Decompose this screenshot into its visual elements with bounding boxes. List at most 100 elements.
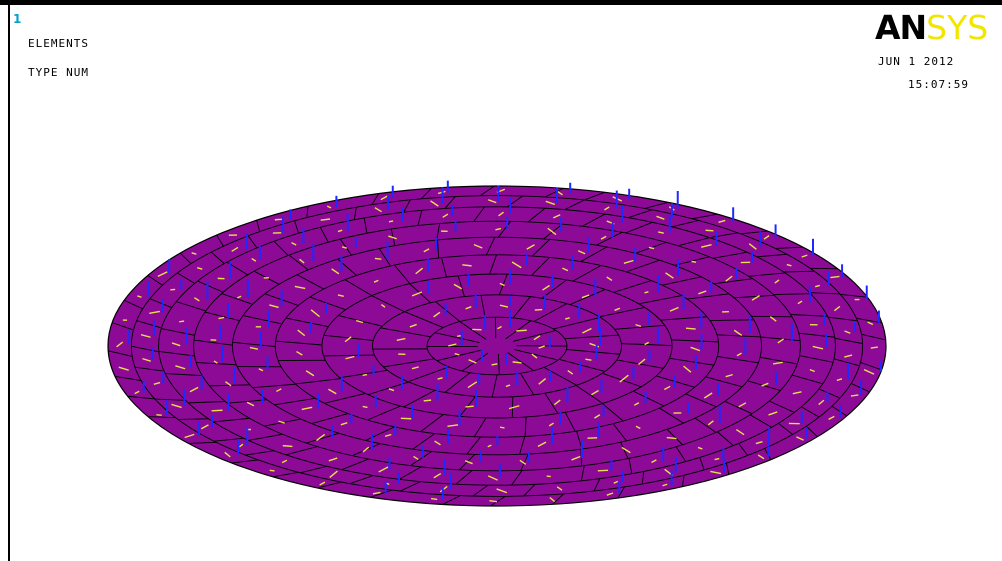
mesh-edge — [616, 359, 664, 369]
element-number-mark — [473, 243, 483, 249]
element-number-mark — [665, 272, 674, 279]
element-number-mark — [710, 470, 722, 475]
element-number-mark — [409, 323, 417, 328]
mesh-edge — [773, 293, 811, 295]
element-number-mark — [666, 436, 677, 440]
element-number-mark — [635, 323, 642, 328]
mesh-edge — [272, 471, 299, 478]
element-number-mark — [537, 441, 547, 447]
mesh-edge — [709, 232, 738, 239]
mesh-edge — [339, 238, 352, 256]
mesh-edge — [288, 254, 309, 271]
element-number-mark — [526, 244, 535, 250]
element-number-mark — [733, 329, 743, 337]
element-number-mark — [512, 361, 522, 364]
mesh-edge — [457, 275, 465, 297]
element-number-mark — [757, 454, 765, 460]
mesh-edge — [593, 478, 601, 492]
date-stamp: JUN 1 2012 — [878, 55, 955, 68]
mesh-edge — [740, 230, 768, 235]
element-number-mark — [571, 455, 581, 461]
element-number-mark — [796, 436, 804, 441]
mesh-edge — [306, 432, 340, 444]
element-number-mark — [140, 334, 151, 338]
element-number-mark — [196, 266, 203, 270]
mesh-edge — [671, 220, 699, 228]
element-number-mark — [769, 316, 777, 322]
element-number-mark — [310, 309, 320, 318]
mesh-edge — [210, 251, 225, 264]
mesh-edge — [828, 316, 858, 322]
mesh-edge — [344, 279, 373, 297]
element-number-mark — [411, 291, 423, 297]
element-number-mark — [384, 433, 392, 438]
element-number-mark — [698, 290, 707, 295]
element-number-mark — [489, 500, 497, 503]
mesh-edge — [349, 475, 374, 485]
mesh-edge — [274, 397, 316, 406]
element-number-mark — [685, 327, 696, 330]
element-number-mark — [545, 200, 556, 206]
element-number-mark — [454, 352, 460, 356]
mesh-ring — [158, 206, 836, 486]
mesh-edge — [552, 493, 564, 505]
mesh-edge — [520, 453, 529, 471]
element-number-mark — [388, 388, 395, 392]
mesh-edge — [801, 406, 820, 418]
mesh-edge — [531, 257, 550, 276]
element-number-mark — [328, 388, 337, 395]
element-number-mark — [863, 368, 875, 375]
element-number-mark — [497, 325, 502, 330]
element-number-mark — [498, 211, 505, 217]
mesh-edge — [147, 275, 163, 286]
legend-type-num-label: TYPE NUM — [28, 66, 89, 79]
mesh-edge — [188, 441, 217, 444]
mesh-edge — [860, 362, 882, 371]
element-number-mark — [453, 283, 463, 290]
mesh-edge — [791, 374, 823, 385]
element-number-mark — [294, 285, 306, 290]
mesh-edge — [677, 237, 710, 247]
element-number-mark — [142, 357, 151, 362]
mesh-edge — [227, 399, 268, 404]
element-number-mark — [153, 381, 161, 385]
element-number-mark — [786, 263, 792, 267]
element-number-mark — [648, 246, 655, 250]
element-number-mark — [442, 213, 449, 218]
mesh-edge — [176, 301, 206, 312]
mesh-edge — [519, 372, 535, 396]
element-number-mark — [772, 361, 783, 365]
element-number-mark — [707, 420, 714, 426]
element-number-mark — [777, 338, 784, 344]
element-number-mark — [278, 420, 285, 424]
element-number-mark — [465, 405, 474, 408]
mesh-edge — [285, 317, 329, 328]
mesh-edge — [861, 333, 886, 341]
element-number-mark — [836, 378, 843, 382]
mesh-edge — [564, 199, 585, 211]
mesh-edge — [491, 374, 498, 398]
mesh-edge — [394, 264, 411, 284]
mesh-edge — [311, 413, 349, 425]
mesh-edge — [599, 306, 645, 318]
mesh-edge — [371, 295, 405, 313]
mesh-edge — [533, 303, 567, 322]
mesh-edge — [614, 324, 665, 330]
mesh-edge — [383, 358, 435, 368]
element-number-mark — [594, 414, 601, 419]
mesh-edge — [572, 265, 602, 282]
mesh-edge — [809, 292, 841, 295]
element-number-mark — [538, 345, 545, 349]
mesh-edge — [399, 466, 422, 480]
element-number-mark — [179, 320, 185, 323]
mesh-edge — [134, 366, 165, 372]
mesh-ring — [372, 294, 622, 398]
mesh-edge — [749, 414, 772, 428]
mesh-edge — [473, 417, 487, 437]
element-number-mark — [296, 350, 303, 356]
mesh-edge — [248, 433, 283, 441]
mesh-edge — [485, 237, 496, 256]
element-number-mark — [714, 457, 720, 461]
